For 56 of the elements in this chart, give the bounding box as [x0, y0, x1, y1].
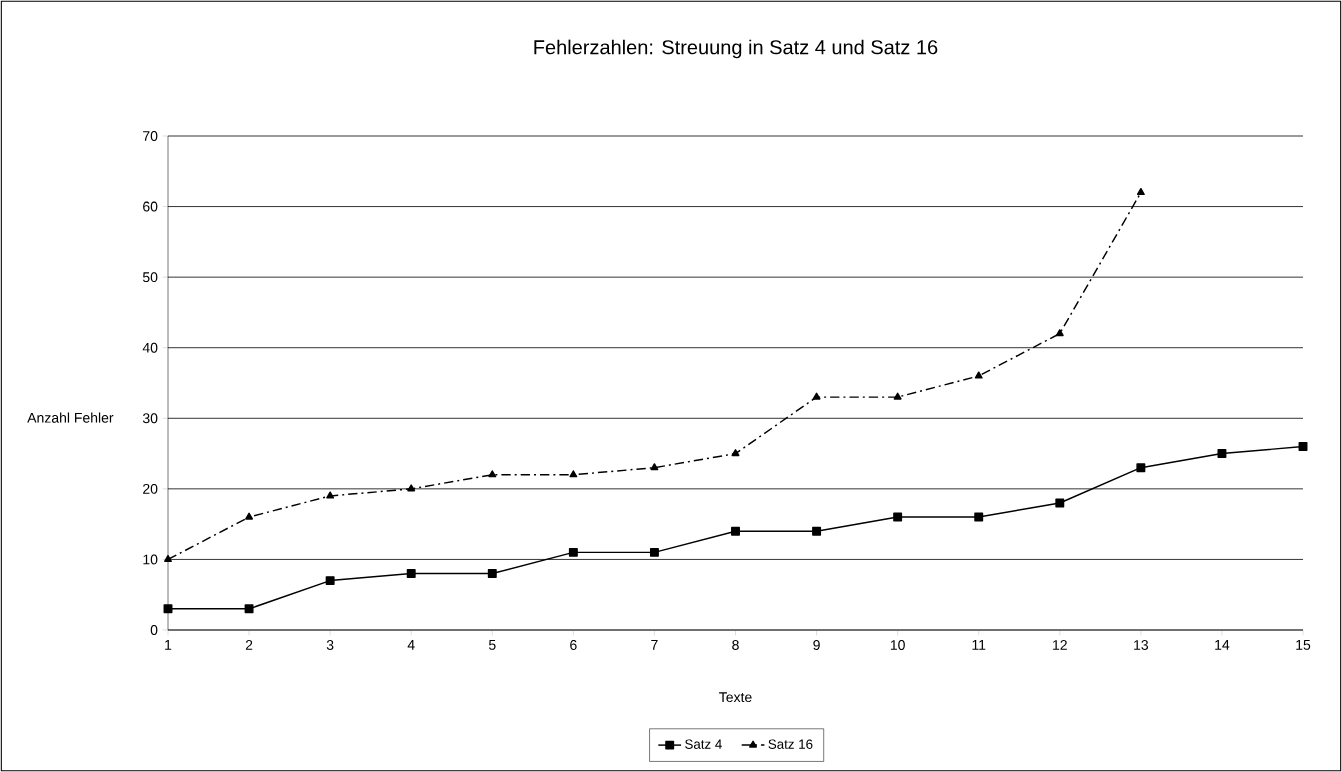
point — [1136, 463, 1146, 473]
point — [1055, 498, 1065, 508]
point — [569, 470, 578, 478]
x-tick-label: 5 — [488, 640, 496, 650]
y-tick-label: 10 — [143, 554, 158, 565]
x-tick-label: 1 — [165, 640, 172, 650]
x-tick-label: 15 — [1296, 640, 1311, 650]
y-axis-title: Anzahl Fehler — [27, 412, 114, 423]
point — [893, 392, 902, 400]
point — [406, 569, 416, 579]
point — [974, 371, 983, 379]
y-tick-label: 40 — [142, 342, 158, 353]
x-tick-label: 8 — [732, 640, 739, 650]
point — [731, 526, 740, 536]
x-tick-label: 14 — [1215, 640, 1230, 650]
x-tick-label: 7 — [651, 640, 658, 650]
point — [244, 604, 254, 614]
y-tick-label: 30 — [142, 413, 158, 424]
point — [731, 449, 740, 457]
x-tick-label: 2 — [245, 640, 253, 650]
point — [1298, 442, 1308, 451]
point — [1055, 329, 1064, 337]
point — [568, 547, 578, 557]
point — [1136, 187, 1145, 196]
chart-title: Fehlerzahlen: Streuung in Satz 4 und Satz 16 — [534, 39, 938, 59]
y-tick-label: 70 — [143, 131, 158, 141]
x-tick-label: 12 — [1053, 640, 1067, 650]
legend-label: Satz 4 — [685, 739, 722, 749]
legend-label: Satz 16 — [768, 739, 813, 749]
x-tick-label: 9 — [813, 640, 820, 650]
point — [163, 604, 173, 614]
point — [649, 547, 659, 557]
point — [407, 484, 416, 492]
point — [325, 576, 335, 586]
x-tick-label: 13 — [1134, 640, 1149, 650]
y-tick-label: 60 — [143, 201, 158, 212]
x-tick-label: 3 — [326, 640, 334, 650]
point — [974, 512, 984, 522]
point — [487, 569, 497, 579]
x-tick-label: 10 — [890, 640, 905, 650]
point — [812, 526, 822, 536]
x-axis-title: Texte — [719, 692, 752, 703]
point — [326, 491, 335, 499]
point — [893, 512, 903, 522]
x-tick-label: 4 — [407, 640, 415, 650]
point — [650, 463, 659, 471]
y-tick-label: 20 — [143, 483, 158, 494]
x-tick-label: 11 — [972, 640, 986, 650]
point — [812, 392, 821, 400]
y-tick-label: 50 — [142, 272, 158, 283]
x-tick-label: 6 — [570, 640, 577, 650]
point — [1217, 449, 1227, 459]
point — [164, 554, 172, 563]
point — [488, 470, 497, 478]
point — [245, 512, 254, 520]
y-tick-label: 0 — [150, 625, 158, 635]
